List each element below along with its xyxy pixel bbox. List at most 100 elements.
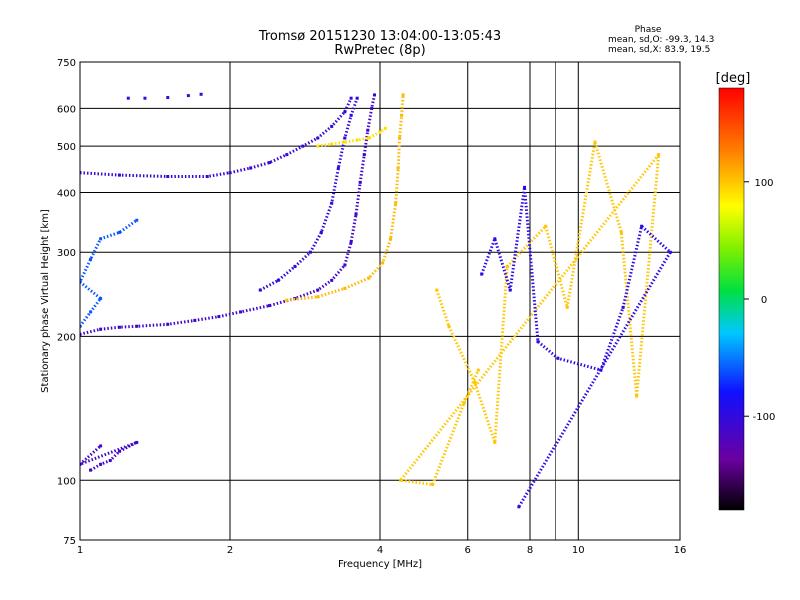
data-point	[398, 136, 402, 140]
y-tick-label: 500	[57, 142, 76, 153]
data-point	[517, 505, 521, 509]
data-point	[565, 305, 569, 309]
data-point	[544, 224, 548, 228]
trace-line	[317, 127, 387, 148]
data-point	[343, 110, 347, 114]
data-point	[285, 298, 289, 302]
data-point	[635, 394, 639, 398]
data-point	[228, 171, 232, 175]
colorbar-tick-label: 100	[754, 178, 773, 189]
data-point	[343, 286, 347, 290]
colorbar-tick-label: 0	[761, 295, 767, 306]
y-tick-label: 75	[63, 536, 76, 547]
data-point	[523, 185, 527, 189]
x-tick-labels: 1 2 4 6 8 10 16	[77, 545, 687, 556]
data-point	[166, 96, 170, 100]
phase-stats-o: mean, sd,O: -99.3, 14.3	[608, 35, 714, 45]
y-tick-label: 400	[57, 188, 76, 199]
data-point	[316, 295, 320, 299]
colorbar-tick-labels: 100 0 -100	[744, 178, 775, 423]
colorbar-tick-label: -100	[753, 412, 776, 423]
data-point	[493, 440, 497, 444]
data-point	[505, 265, 509, 269]
trace-line	[80, 218, 138, 328]
data-point	[668, 250, 672, 254]
x-axis-label: Frequency [MHz]	[338, 559, 422, 570]
data-point	[462, 401, 466, 405]
data-point	[319, 230, 323, 234]
y-axis-label: Stationary phase Virtual Height [km]	[40, 209, 51, 393]
data-point	[399, 478, 403, 482]
data-point	[343, 263, 347, 267]
data-point	[640, 224, 644, 228]
data-point	[186, 94, 190, 98]
data-point	[394, 201, 398, 205]
trace-line	[286, 94, 405, 302]
data-point	[389, 237, 393, 241]
y-tick-label: 750	[57, 58, 76, 69]
data-point	[267, 161, 271, 165]
data-point	[276, 278, 280, 282]
plot-frame	[79, 61, 681, 541]
data-point	[117, 325, 121, 329]
data-point	[343, 140, 347, 144]
x-tick-label: 6	[465, 545, 471, 556]
y-tick-labels: 75 100 200 300 400 500 600 750	[57, 58, 76, 547]
chart-title: Tromsø 20151230 13:04:00-13:05:43	[258, 29, 501, 44]
data-point	[473, 381, 477, 385]
x-tick-label: 4	[377, 545, 383, 556]
data-point	[135, 440, 139, 444]
data-point	[99, 297, 103, 301]
data-point	[593, 140, 597, 144]
data-point	[349, 96, 353, 100]
data-point	[355, 96, 359, 100]
y-tick-label: 100	[57, 476, 76, 487]
trace-line	[80, 97, 353, 178]
colorbar	[718, 87, 745, 511]
data-point	[99, 444, 103, 448]
data-point	[135, 218, 139, 222]
grid-lines	[79, 62, 681, 540]
x-tick-label: 8	[527, 545, 533, 556]
data-point	[447, 324, 451, 328]
y-tick-label: 300	[57, 248, 76, 259]
data-point	[89, 257, 93, 261]
data-point	[401, 93, 405, 97]
trace-line	[80, 441, 138, 472]
chart-subtitle: RwPretec (8p)	[334, 43, 425, 58]
data-point	[89, 468, 93, 472]
trace-line	[480, 187, 673, 508]
data-point	[367, 136, 371, 140]
x-tick-label: 10	[572, 545, 585, 556]
trace-line	[259, 97, 359, 292]
data-point	[126, 96, 130, 100]
data-point	[536, 340, 540, 344]
data-point	[354, 212, 358, 216]
y-tick-label: 600	[57, 104, 76, 115]
data-point	[396, 166, 400, 170]
phase-stats-x: mean, sd,X: 83.9, 19.5	[608, 45, 710, 55]
data-point	[370, 106, 374, 110]
data-point	[657, 153, 661, 157]
x-tick-label: 16	[674, 545, 687, 556]
data-points	[80, 92, 673, 509]
trace-line	[80, 94, 376, 336]
data-point	[367, 276, 371, 280]
data-point	[199, 92, 203, 96]
data-point	[493, 237, 497, 241]
x-tick-label: 1	[77, 545, 83, 556]
data-point	[135, 324, 139, 328]
data-point	[336, 166, 340, 170]
data-point	[349, 240, 353, 244]
data-point	[143, 96, 147, 100]
x-tick-label: 2	[227, 545, 233, 556]
colorbar-label: [deg]	[716, 71, 751, 86]
data-point	[435, 288, 439, 292]
phase-stats-heading: Phase	[635, 25, 662, 35]
data-point	[267, 304, 271, 308]
y-tick-label: 200	[57, 332, 76, 343]
data-point	[619, 230, 623, 234]
data-point	[117, 230, 121, 234]
data-point	[383, 126, 387, 130]
